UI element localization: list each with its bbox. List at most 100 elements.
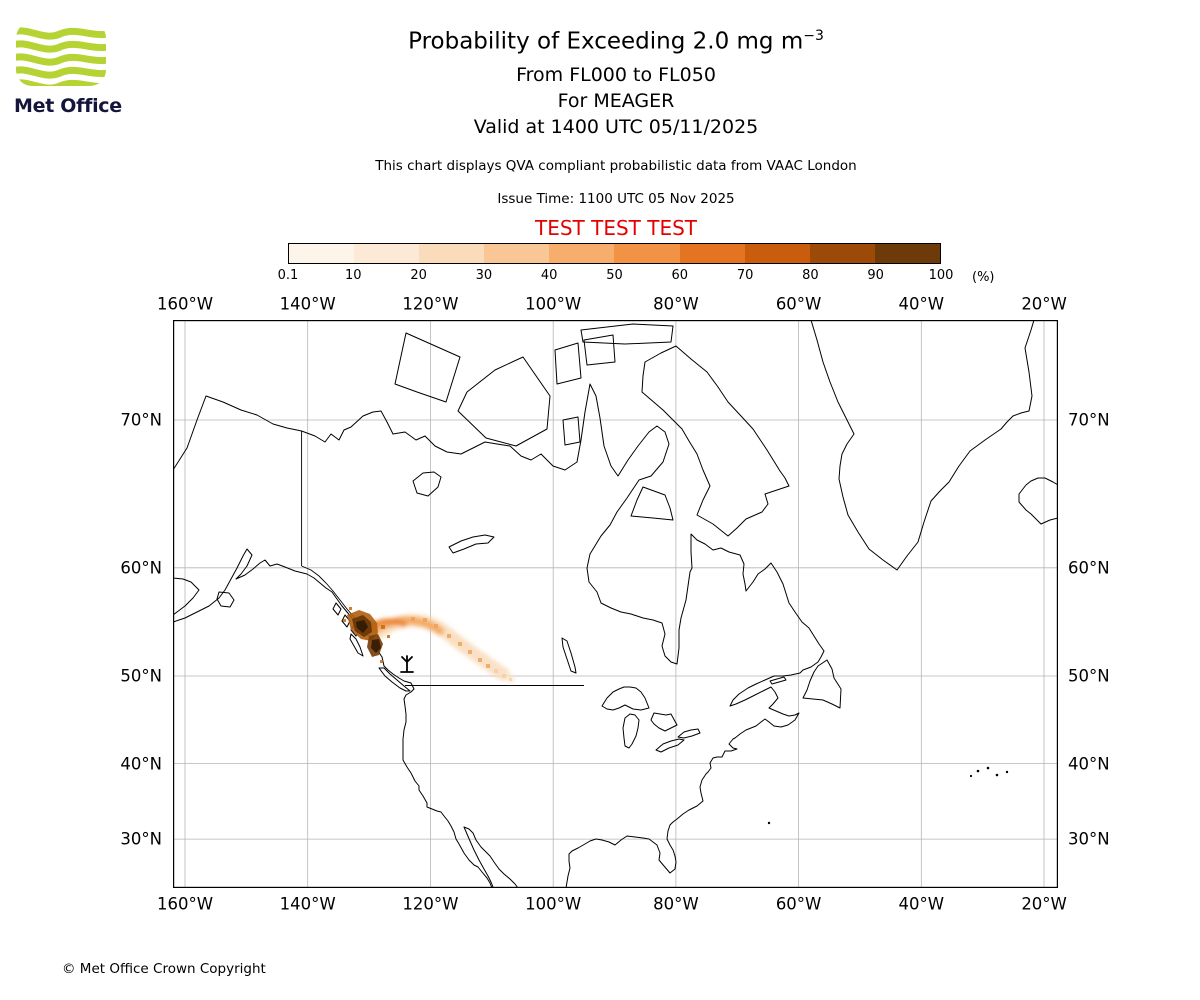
colorbar-segment	[484, 244, 550, 263]
colorbar-segment	[809, 244, 875, 263]
colorbar-segment	[549, 244, 615, 263]
lake-superior	[601, 686, 650, 711]
azores-island	[986, 766, 990, 770]
lat-label-left: 30°N	[120, 829, 162, 849]
colorbar-segments	[288, 243, 941, 264]
plume-band-faint-tail	[465, 649, 515, 683]
plume-speckles-mid	[411, 617, 490, 668]
lon-label-bottom: 20°W	[1021, 894, 1067, 914]
island-victoria	[457, 356, 551, 447]
lat-label-left: 70°N	[120, 410, 162, 430]
logo-wave	[16, 79, 106, 86]
colorbar-segment	[354, 244, 420, 263]
lon-label-top: 140°W	[279, 294, 336, 314]
lon-label-top: 20°W	[1021, 294, 1067, 314]
coast-alaska-bristol-bay	[173, 577, 200, 616]
volcano-subtitle: For MEAGER	[557, 90, 675, 112]
coast-arctic-atlantic-mainland	[173, 383, 825, 888]
lon-label-bottom: 160°W	[156, 894, 214, 914]
lat-label-left: 60°N	[120, 558, 162, 578]
chart-title: Probability of Exceeding 2.0 mg m−3	[408, 28, 824, 55]
colorbar-unit: (%)	[972, 270, 995, 285]
coast-baja-east	[463, 826, 494, 888]
volcano-glyph	[400, 655, 414, 673]
logo-wave	[16, 53, 106, 66]
lon-label-top: 60°W	[775, 294, 822, 314]
chart-title-text: Probability of Exceeding 2.0 mg m	[408, 28, 804, 55]
island-anticosti	[769, 676, 787, 685]
volcano-marker	[400, 655, 414, 673]
met-office-logo: Met Office	[14, 20, 134, 117]
plume-core-dark	[356, 620, 368, 633]
lon-label-top: 160°W	[156, 294, 214, 314]
island-devon	[580, 323, 674, 345]
colorbar-segment	[679, 244, 745, 263]
coast-pacific	[173, 548, 493, 888]
colorbar-labels: 0.1 10 20 30 40 50 60 70 80 90 100	[278, 268, 954, 286]
island-vancouver	[378, 667, 411, 692]
island-baffin	[641, 345, 790, 537]
lon-label-bottom: 40°W	[898, 894, 945, 914]
colorbar-tick-label: 60	[671, 268, 689, 283]
island-southampton	[630, 486, 674, 521]
flight-levels-subtitle: From FL000 to FL050	[516, 64, 716, 86]
lat-label-right: 30°N	[1068, 829, 1110, 849]
logo-waves	[16, 27, 106, 86]
lake-michigan	[622, 713, 640, 749]
island-haida-gwaii	[349, 633, 364, 657]
island-prince-of-wales	[554, 342, 582, 385]
colorbar-segment	[614, 244, 680, 263]
lat-label-right: 50°N	[1068, 666, 1110, 686]
island-kodiak	[216, 591, 235, 608]
colorbar-tick-label: 90	[867, 268, 884, 283]
logo-wave	[16, 66, 106, 79]
colorbar-tick-label: 50	[606, 268, 623, 283]
azores-island	[995, 773, 999, 777]
lon-label-bottom: 60°W	[775, 894, 822, 914]
lon-label-top: 40°W	[898, 294, 945, 314]
iceland-coast	[1018, 477, 1058, 525]
lat-label-left: 40°N	[120, 754, 162, 774]
colorbar-tick-label: 10	[345, 268, 362, 283]
island-somerset	[583, 334, 616, 366]
lon-label-top: 100°W	[525, 294, 582, 314]
colorbar-tick-label: 40	[540, 268, 558, 283]
colorbar-segment	[289, 244, 355, 263]
small-islands	[767, 766, 1009, 825]
island-newfoundland	[802, 659, 842, 709]
colorbar-segment	[874, 244, 940, 263]
plume-speckles-light	[494, 669, 512, 681]
test-banner: TEST TEST TEST	[534, 216, 698, 240]
colorbar-segment	[744, 244, 810, 263]
issue-time: Issue Time: 1100 UTC 05 Nov 2025	[497, 191, 735, 207]
graticule	[173, 320, 1058, 888]
lat-label-right: 40°N	[1068, 754, 1110, 774]
logo-wave	[16, 40, 106, 53]
colorbar-segment	[419, 244, 485, 263]
colorbar-tick-label: 70	[736, 268, 754, 283]
valid-time-subtitle: Valid at 1400 UTC 05/11/2025	[473, 116, 759, 138]
lake-great-slave	[448, 534, 495, 554]
lon-label-top: 120°W	[402, 294, 459, 314]
colorbar-tick-label: 20	[410, 268, 427, 283]
coastlines	[173, 320, 1058, 888]
logo-text: Met Office	[14, 95, 122, 117]
lon-label-bottom: 120°W	[402, 894, 459, 914]
lon-label-bottom: 80°W	[653, 894, 699, 914]
colorbar-tick-label: 80	[802, 268, 819, 283]
island-alexander-1	[332, 602, 342, 616]
copyright-text: © Met Office Crown Copyright	[62, 961, 266, 977]
lake-ontario	[677, 728, 701, 739]
lat-label-right: 70°N	[1068, 410, 1110, 430]
colorbar-tick-label: 30	[475, 268, 493, 283]
logo-wave	[16, 27, 106, 40]
island-king-william	[562, 416, 581, 446]
chart-title-exponent: −3	[803, 28, 824, 44]
colorbar-tick-label: 0.1	[277, 268, 299, 283]
lat-label-left: 50°N	[120, 666, 162, 686]
plume-core-south-dark	[371, 639, 381, 653]
ash-plume	[343, 607, 515, 683]
map-border	[173, 320, 1058, 888]
qva-note: This chart displays QVA compliant probab…	[375, 158, 857, 174]
